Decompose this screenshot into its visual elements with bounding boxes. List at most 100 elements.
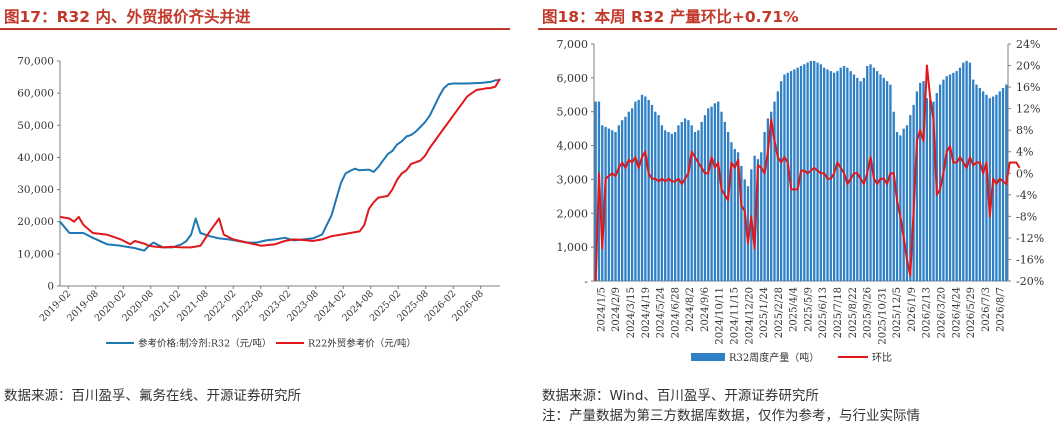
y-tick-label: 30,000 [17, 184, 54, 196]
production-bar [876, 71, 879, 281]
y-left-tick-label: 2,000 [557, 207, 589, 220]
y-tick-label: 60,000 [17, 88, 54, 100]
title-rule [0, 28, 510, 30]
production-bar [611, 130, 614, 281]
production-bar [634, 101, 637, 281]
production-bar [852, 74, 856, 281]
production-bar [899, 135, 902, 281]
production-bar [736, 152, 740, 281]
y-left-tick-label: 5,000 [557, 106, 589, 119]
x-tick-label: 2025/6/13 [818, 287, 829, 338]
production-bar [644, 96, 647, 281]
y-tick-label: 70,000 [17, 56, 54, 68]
footnote: 注：产量数据为第三方数据库数据，仅作为参考，与行业实际情 [542, 408, 920, 424]
x-tick-label: 2024/11/15 [729, 287, 740, 345]
production-bar [726, 132, 730, 281]
source-note: 数据来源：百川盈孚、氟务在线、开源证券研究所 [4, 388, 301, 404]
y-right-tick-label: -4% [1016, 189, 1037, 202]
production-bar [630, 108, 634, 281]
y-right-tick-label: -12% [1016, 232, 1044, 245]
production-bar [803, 64, 806, 281]
production-bar [710, 106, 713, 281]
production-bar [869, 64, 872, 281]
production-bar [975, 84, 978, 281]
production-bar [760, 152, 763, 281]
production-bar [779, 81, 783, 281]
x-tick-label: 2026/3/20 [936, 287, 947, 338]
x-tick-label: 2026/2/13 [922, 287, 933, 338]
production-bar [972, 79, 975, 281]
production-bar [670, 133, 673, 281]
production-bar [925, 98, 929, 281]
production-bar [796, 67, 799, 281]
production-bar [968, 62, 972, 281]
y-right-tick-label: 8% [1016, 124, 1033, 137]
production-bar [948, 74, 952, 281]
x-tick-label: 2024/9/6 [700, 287, 711, 332]
production-bar [617, 125, 620, 281]
production-bar [895, 132, 899, 281]
production-bar [829, 71, 832, 281]
figure-title: 图18：本周 R32 产量环比+0.71% [542, 8, 799, 26]
production-bar [786, 72, 789, 281]
production-bar [660, 125, 664, 281]
production-bar [919, 82, 922, 282]
production-bar [753, 155, 756, 281]
y-left-tick-label: 3,000 [557, 173, 589, 186]
source-note: 数据来源：Wind、百川盈孚、开源证券研究所 [542, 388, 819, 404]
production-bar [650, 104, 654, 282]
production-bar [902, 128, 905, 281]
series-line [59, 79, 500, 252]
price-line-chart: 0 10,000 20,000 30,000 40,000 50,000 60,000 70,… [17, 56, 501, 350]
production-bar [929, 99, 932, 282]
production-bar [601, 125, 604, 281]
production-bar [955, 71, 958, 281]
figure-title: 图17：R32 内、外贸报价齐头并进 [4, 8, 251, 26]
y-left-tick-label: 4,000 [557, 140, 589, 153]
y-right-tick-label: 16% [1016, 81, 1040, 94]
legend-swatch-bar [691, 353, 725, 361]
title-rule [538, 28, 1057, 30]
x-tick-label: 2026/8/7 [996, 287, 1007, 332]
x-tick-label: 2026/5/29 [966, 287, 977, 338]
production-bar [740, 165, 743, 281]
x-tick-label: 2026/7/3 [981, 287, 992, 332]
production-bar [697, 130, 700, 281]
x-tick-label: 2024/5/24 [656, 287, 667, 338]
y-right-tick-label: 24% [1016, 38, 1040, 51]
x-tick-label: 2024/8/2 [685, 287, 696, 332]
production-bar [789, 71, 793, 281]
y-tick-label: 20,000 [17, 216, 54, 228]
x-tick-label: 2024/3/15 [626, 287, 637, 338]
legend-label: 参考价格:制冷剂:R32（元/吨） [138, 338, 271, 350]
production-bar [938, 84, 942, 281]
production-bar [707, 108, 710, 281]
x-tick-label: 2026/4/24 [951, 287, 962, 338]
y-right-tick-label: -20% [1016, 275, 1044, 288]
production-bar [776, 91, 779, 282]
production-bar [846, 67, 849, 281]
series-line [59, 78, 501, 249]
production-bar [915, 91, 919, 282]
x-tick-label: 2025/7/18 [833, 287, 844, 338]
production-bar [813, 60, 816, 282]
x-tick-label: 2025/2/28 [774, 287, 785, 338]
production-bar [700, 121, 703, 282]
production-bar [905, 125, 909, 281]
production-bar [693, 132, 697, 281]
production-bar [962, 62, 965, 281]
production-bar [832, 72, 836, 281]
y-left-tick-label: 7,000 [557, 38, 589, 51]
production-bar [680, 121, 683, 282]
legend-label: R22外贸参考价（元/吨） [308, 338, 416, 350]
production-bar [892, 111, 895, 281]
production-bar [766, 118, 770, 281]
y-right-tick-label: -16% [1016, 253, 1044, 266]
production-bar [640, 94, 644, 281]
production-bar [985, 94, 988, 281]
production-bar [756, 159, 760, 281]
production-bar [687, 120, 690, 281]
production-bar [637, 99, 640, 282]
production-bar [703, 115, 707, 281]
production-bar [806, 62, 809, 281]
